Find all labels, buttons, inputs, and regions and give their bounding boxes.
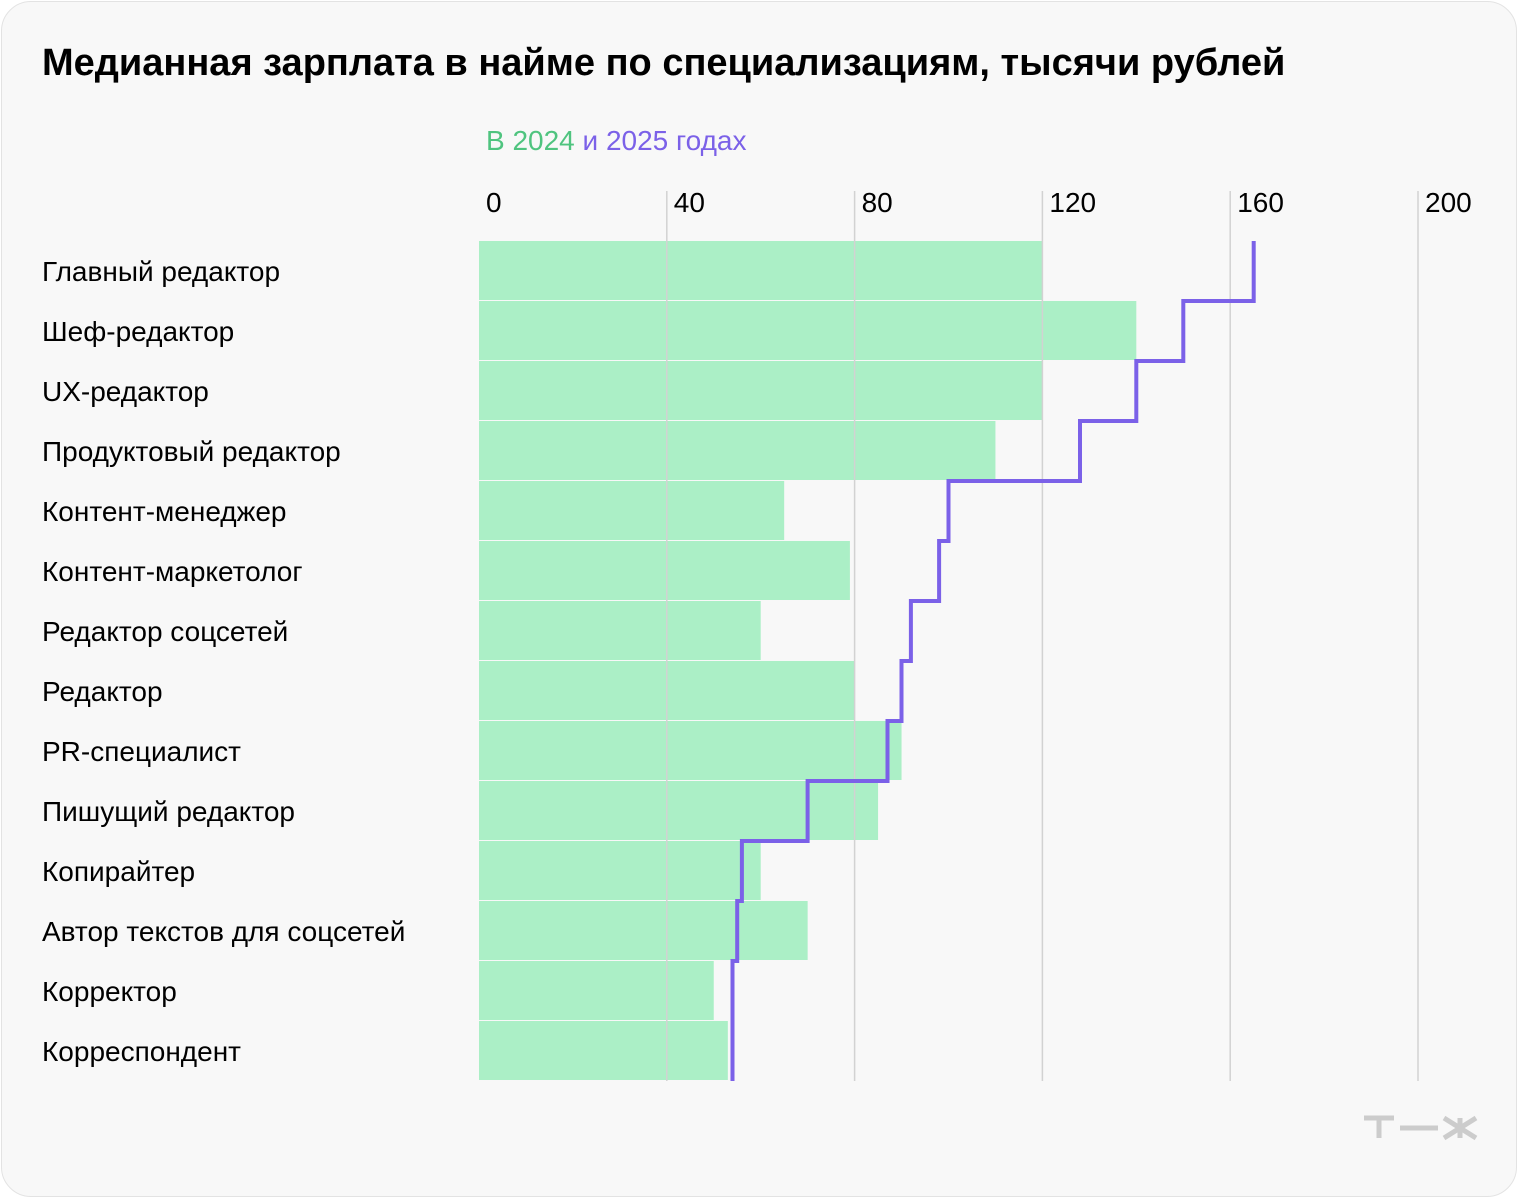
bar-2024 xyxy=(479,901,808,960)
category-label: Продуктовый редактор xyxy=(42,436,341,467)
line-2025 xyxy=(730,241,1256,1081)
category-label: Контент-менеджер xyxy=(42,496,287,527)
x-tick-label: 120 xyxy=(1049,187,1096,218)
bar-2024 xyxy=(479,781,879,840)
category-label: Контент-маркетолог xyxy=(42,556,303,587)
bar-2024 xyxy=(479,841,761,900)
category-label: Редактор xyxy=(42,676,163,707)
category-label: Корректор xyxy=(42,976,177,1007)
bar-2024 xyxy=(479,481,785,540)
bar-2024 xyxy=(479,721,902,780)
x-tick-label: 160 xyxy=(1237,187,1284,218)
x-tick-label: 200 xyxy=(1425,187,1472,218)
bar-2024 xyxy=(479,361,1043,420)
legend-2025: и 2025 годах xyxy=(574,125,747,156)
bar-2024 xyxy=(479,241,1043,300)
bar-2024 xyxy=(479,1021,728,1080)
tzh-logo xyxy=(1364,1115,1478,1141)
category-label: Корреспондент xyxy=(42,1036,241,1067)
x-tick-label: 0 xyxy=(486,187,502,218)
bar-2024 xyxy=(479,301,1137,360)
x-tick-label: 80 xyxy=(862,187,893,218)
x-tick-label: 40 xyxy=(674,187,705,218)
chart-title: Медианная зарплата в найме по специализа… xyxy=(42,42,1286,84)
category-label: UX-редактор xyxy=(42,376,209,407)
category-label: Шеф-редактор xyxy=(42,316,234,347)
category-label: Главный редактор xyxy=(42,256,280,287)
legend-2024: В 2024 xyxy=(486,125,575,156)
category-label: Пишущий редактор xyxy=(42,796,295,827)
bar-2024 xyxy=(479,601,761,660)
bar-2024 xyxy=(479,541,850,600)
category-label: Редактор соцсетей xyxy=(42,616,288,647)
bar-2024 xyxy=(479,421,996,480)
chart-legend: В 2024 и 2025 годах xyxy=(486,125,746,157)
bar-2024 xyxy=(479,961,714,1020)
category-label: Копирайтер xyxy=(42,856,195,887)
category-label: Автор текстов для соцсетей xyxy=(42,916,405,947)
category-label: PR-специалист xyxy=(42,736,241,767)
